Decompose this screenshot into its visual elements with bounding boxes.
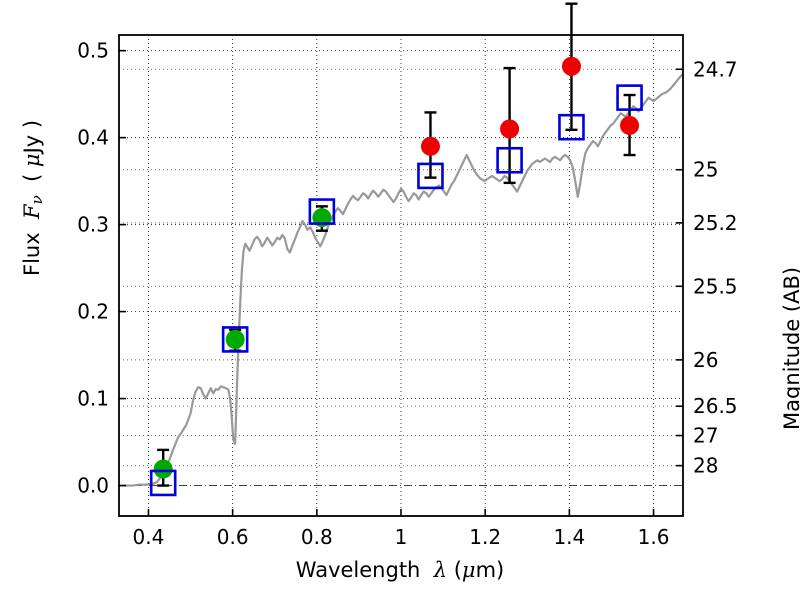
x-tick-label: 0.8	[301, 525, 333, 549]
x-tick-label: 0.4	[133, 525, 165, 549]
y-tick-label-right: 25.5	[693, 274, 738, 298]
y-tick-label-left: 0.1	[77, 387, 109, 411]
model-point-square[interactable]	[417, 162, 444, 190]
model-point-square[interactable]	[149, 469, 177, 497]
model-point-square[interactable]	[558, 113, 585, 141]
data-point-green[interactable]	[153, 459, 173, 479]
data-point-green[interactable]	[225, 329, 245, 349]
y-tick-label-right: 26	[693, 348, 718, 372]
data-point-red[interactable]	[420, 136, 440, 156]
y-tick-label-right: 27	[693, 424, 718, 448]
y-tick-label-right: 26.5	[693, 394, 738, 418]
data-point-red[interactable]	[500, 119, 520, 139]
y-tick-label-left: 0.3	[77, 213, 109, 237]
x-tick-label: 1.6	[638, 525, 670, 549]
x-tick-label: 1.2	[469, 525, 501, 549]
y-tick-label-right: 25.2	[693, 211, 738, 235]
model-point-square[interactable]	[221, 326, 249, 353]
data-point-red[interactable]	[620, 115, 640, 135]
y-axis-label-right: Magnitude (AB)	[780, 266, 800, 430]
y-tick-label-right: 25	[693, 158, 718, 182]
x-tick-label: 0.6	[217, 525, 249, 549]
y-axis-label-left: Flux Fν ( μJy )	[20, 119, 46, 276]
x-tick-label: 1.4	[553, 525, 585, 549]
model-point-square[interactable]	[616, 84, 643, 111]
y-tick-label-left: 0.2	[77, 300, 109, 324]
y-tick-label-left: 0.5	[77, 39, 109, 63]
data-point-red[interactable]	[561, 56, 581, 76]
y-tick-label-left: 0.4	[77, 126, 109, 150]
y-tick-label-right: 28	[693, 454, 718, 478]
x-tick-label: 1	[395, 525, 408, 549]
y-tick-label-right: 24.7	[693, 57, 738, 81]
y-tick-label-left: 0.0	[77, 474, 109, 498]
x-axis-label: Wavelength λ (μm)	[295, 558, 505, 582]
model-point-square[interactable]	[308, 198, 336, 225]
spectrum-line	[117, 73, 683, 487]
model-point-square[interactable]	[496, 146, 523, 174]
